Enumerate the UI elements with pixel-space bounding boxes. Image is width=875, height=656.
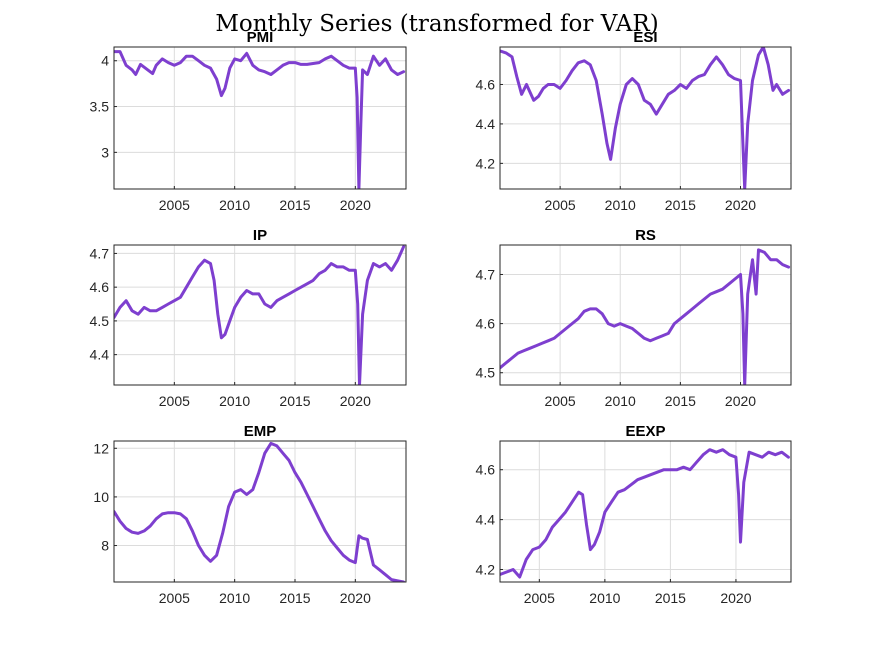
panel-ip-xtick-label: 2005 — [159, 393, 190, 409]
panel-eexp-series-line — [500, 448, 790, 579]
subplot-grid: 2005 2010 2015 2020 3 3.5 4 PMI 2005 2010 2015 2020… — [90, 29, 792, 606]
panel-eexp-xtick-label: 2015 — [655, 590, 686, 606]
panel-esi-xtick-label: 2015 — [665, 197, 696, 213]
panel-pmi-ytick-label: 4 — [101, 53, 109, 69]
panel-pmi-axes-frame — [113, 46, 407, 190]
panel-esi-xtick-label: 2020 — [725, 197, 756, 213]
panel-emp-xtick-label: 2010 — [219, 590, 250, 606]
panel-emp-axes-frame — [113, 440, 407, 583]
panel-pmi-ytick-label: 3 — [101, 144, 109, 160]
panel-ip-ytick-label: 4.5 — [90, 313, 110, 329]
panel-pmi-series-line — [114, 50, 406, 189]
panel-esi-title: ESI — [633, 29, 657, 46]
panel-emp-ytick-label: 8 — [101, 538, 109, 554]
panel-emp-ytick-label: 12 — [93, 440, 109, 456]
panel-eexp-axes-frame — [499, 440, 792, 583]
panel-rs-ytick-label: 4.7 — [476, 266, 496, 282]
panel-esi-ytick-label: 4.6 — [476, 76, 496, 92]
panel-eexp: 2005 2010 2015 2020 4.2 4.4 4.6 EEXP — [476, 423, 792, 606]
panel-rs-title: RS — [635, 227, 656, 244]
panel-eexp-ytick-label: 4.2 — [476, 562, 496, 578]
panel-ip-xtick-label: 2015 — [279, 393, 310, 409]
panel-emp-xtick-label: 2005 — [159, 590, 190, 606]
panel-ip-ytick-label: 4.6 — [90, 279, 110, 295]
panel-pmi-xtick-label: 2005 — [159, 197, 190, 213]
panel-rs-axes-frame — [499, 244, 792, 386]
panel-emp-title: EMP — [244, 423, 277, 440]
panel-ip: 2005 2010 2015 2020 4.4 4.5 4.6 4.7 IP — [90, 227, 407, 409]
panel-pmi-xtick-label: 2020 — [340, 197, 371, 213]
panel-emp-xtick-label: 2020 — [340, 590, 371, 606]
panel-pmi-title: PMI — [247, 29, 274, 46]
panel-rs-ytick-label: 4.5 — [476, 365, 496, 381]
panel-esi-series-line — [500, 47, 791, 189]
panel-esi-xtick-label: 2010 — [605, 197, 636, 213]
panel-emp-ytick-label: 10 — [93, 489, 109, 505]
panel-emp: 2005 2010 2015 2020 8 10 12 EMP — [93, 423, 407, 606]
panel-esi-xtick-label: 2005 — [545, 197, 576, 213]
panel-emp-series-line — [114, 441, 406, 582]
panel-rs-xtick-label: 2010 — [605, 393, 636, 409]
panel-eexp-ytick-label: 4.6 — [476, 462, 496, 478]
panel-rs: 2005 2010 2015 2020 4.5 4.6 4.7 RS — [476, 227, 792, 409]
panel-rs-xtick-label: 2020 — [725, 393, 756, 409]
panel-eexp-xtick-label: 2005 — [524, 590, 555, 606]
panel-ip-xtick-label: 2020 — [340, 393, 371, 409]
panel-esi-ytick-label: 4.4 — [476, 116, 496, 132]
panel-eexp-ytick-label: 4.4 — [476, 512, 496, 528]
panel-eexp-title: EEXP — [625, 423, 665, 440]
panel-ip-ytick-label: 4.4 — [90, 347, 110, 363]
panel-rs-ytick-label: 4.6 — [476, 316, 496, 332]
panel-eexp-xtick-label: 2020 — [720, 590, 751, 606]
panel-emp-plot-area — [114, 441, 406, 582]
panel-ip-series-line — [114, 245, 406, 385]
panel-rs-xtick-label: 2005 — [545, 393, 576, 409]
panel-pmi-xtick-label: 2010 — [219, 197, 250, 213]
panel-ip-axes-frame — [113, 244, 407, 386]
panel-esi: 2005 2010 2015 2020 4.2 4.4 4.6 ESI — [476, 29, 792, 213]
panel-ip-xtick-label: 2010 — [219, 393, 250, 409]
panel-rs-series-line — [500, 248, 791, 385]
panel-pmi-ytick-label: 3.5 — [90, 99, 110, 115]
panel-ip-title: IP — [253, 227, 267, 244]
panel-emp-xtick-label: 2015 — [279, 590, 310, 606]
panel-pmi-xtick-label: 2015 — [279, 197, 310, 213]
panel-pmi: 2005 2010 2015 2020 3 3.5 4 PMI — [90, 29, 407, 213]
panel-eexp-xtick-label: 2010 — [589, 590, 620, 606]
panel-esi-axes-frame — [499, 46, 792, 190]
panel-rs-xtick-label: 2015 — [665, 393, 696, 409]
figure-title: Monthly Series (transformed for VAR) — [215, 11, 658, 37]
panel-ip-ytick-label: 4.7 — [90, 245, 110, 261]
panel-esi-ytick-label: 4.2 — [476, 155, 496, 171]
